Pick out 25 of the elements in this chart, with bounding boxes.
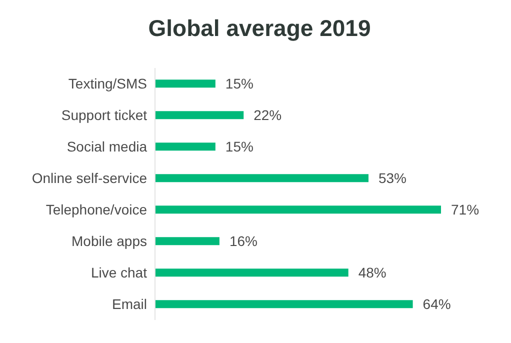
bar [155, 268, 348, 277]
y-tick-label: Social media [66, 138, 148, 155]
chart-title: Global average 2019 [147, 14, 372, 43]
y-tick-label: Telephone/voice [46, 202, 148, 218]
data-label: 53% [378, 170, 407, 186]
bar [155, 300, 413, 308]
y-tick-label: Support ticket [61, 107, 148, 124]
data-label: 15% [225, 138, 254, 155]
bar [155, 111, 244, 120]
data-label: 22% [254, 107, 282, 124]
data-label: 16% [229, 233, 258, 250]
data-label: 64% [422, 296, 451, 312]
bar [155, 142, 216, 151]
bar [155, 174, 368, 182]
bar [155, 80, 216, 88]
bar [155, 237, 220, 246]
data-label: 71% [451, 202, 480, 218]
data-label: 48% [358, 264, 386, 281]
y-tick-label: Mobile apps [72, 233, 147, 250]
data-label: 15% [225, 76, 254, 92]
y-tick-label: Online self-service [32, 170, 148, 186]
bar [155, 206, 441, 214]
y-tick-label: Live chat [90, 264, 148, 281]
y-tick-label: Email [112, 296, 147, 312]
y-tick-label: Texting/SMS [68, 76, 147, 92]
